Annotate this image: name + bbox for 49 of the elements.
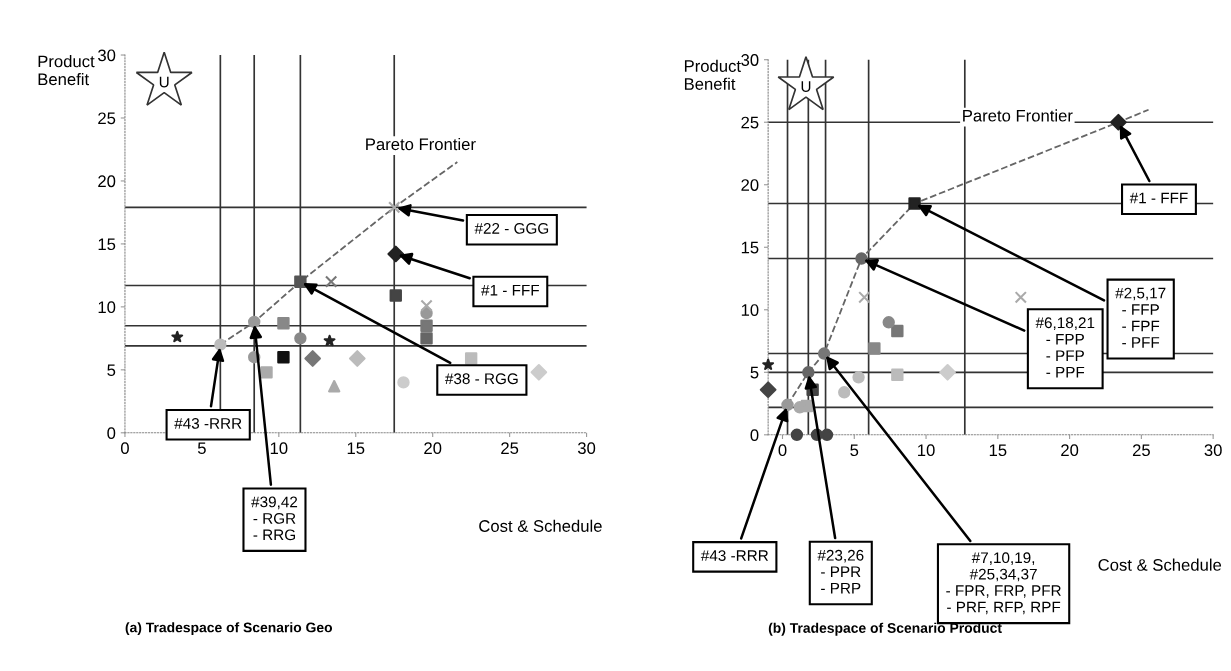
annotation: U [801, 81, 811, 92]
y-tick-label: 10 [98, 301, 116, 314]
y-tick-label: 20 [98, 175, 116, 188]
x-tick-label: 25 [501, 442, 519, 455]
annotation: #1 - FFF [1129, 192, 1188, 204]
y-tick-label: 0 [750, 429, 759, 442]
x-axis-title: Cost & Schedule [479, 519, 602, 532]
x-tick-label: 10 [270, 442, 288, 455]
x-axis-title: Cost & Schedule [1098, 558, 1222, 571]
y-tick-label: 15 [741, 241, 759, 254]
x-tick-label: 15 [347, 442, 365, 455]
annotation: #1 - FFF [481, 284, 540, 296]
x-tick-label: 0 [120, 442, 129, 455]
y-tick-label: 5 [107, 364, 116, 377]
annotation: U [159, 76, 169, 88]
y-tick-label: 0 [107, 427, 116, 439]
x-tick-label: 15 [989, 444, 1007, 457]
x-tick-label: 5 [197, 442, 206, 455]
y-tick-label: 30 [741, 54, 759, 66]
y-tick-label: 30 [98, 49, 116, 62]
x-tick-label: 10 [918, 444, 935, 457]
y-tick-label: 10 [741, 304, 759, 316]
text: (b) Tradespace of Scenario Product [768, 622, 1002, 636]
x-tick-label: 25 [1132, 444, 1150, 457]
y-axis-title: Product Benefit [684, 59, 741, 90]
y-tick-label: 5 [750, 366, 759, 379]
y-axis-title: Product Benefit [38, 55, 95, 86]
annotation: Pareto Frontier [366, 137, 476, 151]
x-tick-label: 20 [424, 442, 442, 455]
x-tick-label: 20 [1061, 444, 1079, 457]
y-tick-label: 20 [741, 179, 759, 191]
annotation: #22 - GGG [474, 222, 549, 234]
x-tick-label: 30 [1204, 444, 1222, 457]
annotation: #6,18,21 - FPP - PFP - PPF [1035, 317, 1095, 378]
annotation: #43 -RRR [700, 550, 769, 561]
x-tick-label: 0 [778, 444, 787, 457]
annotation: #23,26 - PPR - PRP [817, 549, 864, 594]
annotation: #43 -RRR [174, 418, 242, 429]
annotation: #2,5,17 - FFP - FPF - PFF [1115, 287, 1166, 348]
x-tick-label: 5 [850, 444, 859, 457]
text: (a) Tradespace of Scenario Geo [125, 622, 333, 636]
annotation: #39,42 - RGR - RRG [251, 496, 298, 541]
annotation: #38 - RGG [444, 373, 518, 385]
y-tick-label: 25 [98, 112, 116, 125]
y-tick-label: 15 [98, 238, 116, 251]
annotation: #7,10,19, #25,34,37 - FPR, FRP, PFR - PRF, RFP, RPF [946, 552, 1061, 615]
x-tick-label: 30 [577, 442, 596, 455]
y-tick-label: 25 [741, 116, 759, 129]
annotation: Pareto Frontier [963, 109, 1073, 122]
